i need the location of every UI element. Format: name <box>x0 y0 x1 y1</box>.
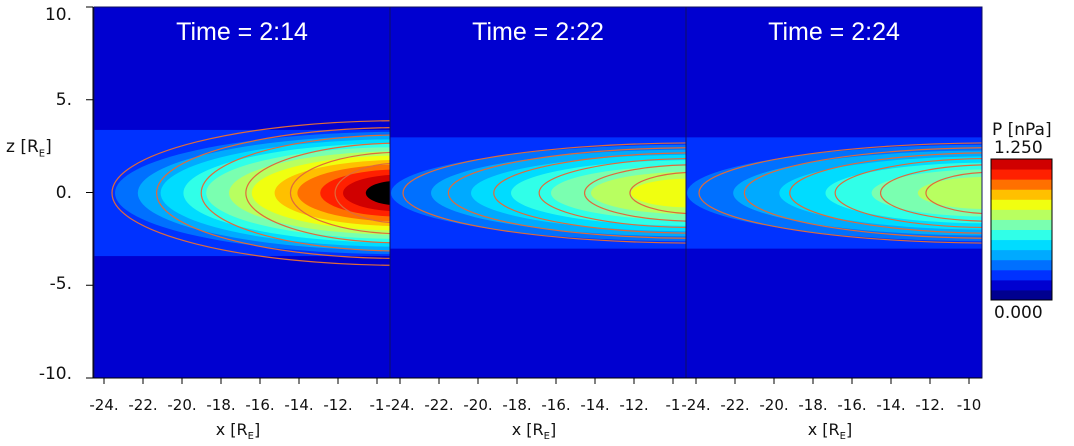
x-tick-label: -22. <box>128 396 157 414</box>
contour-line <box>245 142 390 244</box>
contour-line <box>789 152 982 234</box>
colorbar-segment <box>991 179 1052 190</box>
x-tick-label: -22. <box>720 396 749 414</box>
x-tick-label: -22. <box>424 396 453 414</box>
y-axis-label: z [RE] <box>6 137 52 160</box>
panel-title-1: Time = 2:14 <box>176 18 308 46</box>
contour-line <box>834 157 982 229</box>
x-tick-label: -1 <box>666 396 681 414</box>
contour-line <box>925 171 982 215</box>
panel-1 <box>93 6 391 379</box>
colorbar <box>990 158 1053 301</box>
colorbar-max-label: 1.250 <box>994 138 1043 158</box>
x-axis-label-3: x [RE] <box>807 420 853 443</box>
x-tick-label: -14. <box>876 396 905 414</box>
colorbar-segment <box>991 189 1052 200</box>
pressure-level <box>365 181 390 205</box>
colorbar-segment <box>991 289 1052 301</box>
panel-title-2: Time = 2:22 <box>472 18 604 46</box>
x-tick-label: -20. <box>759 396 788 414</box>
pressure-level <box>631 178 686 208</box>
colorbar-segment <box>991 259 1052 271</box>
x-tick-label: -12. <box>323 396 352 414</box>
x-tick-label: -1 <box>370 396 385 414</box>
contour-line <box>698 142 982 244</box>
x-tick-label: -24. <box>681 396 710 414</box>
contour-line <box>200 134 390 252</box>
colorbar-segment <box>991 239 1052 251</box>
y-tick-label: 5. <box>55 90 72 110</box>
contour-line <box>743 147 982 239</box>
x-tick-label: -24. <box>385 396 414 414</box>
contour-line <box>538 157 686 229</box>
x-tick-label: -18. <box>206 396 235 414</box>
colorbar-segment <box>991 199 1052 210</box>
contour-line <box>629 171 686 215</box>
y-tick-label: -10. <box>38 364 72 384</box>
colorbar-segment <box>991 159 1052 170</box>
x-tick-label: -10 <box>957 396 982 414</box>
x-axis-label-2: x [RE] <box>511 420 557 443</box>
contour-line <box>402 142 686 244</box>
x-axis-label-1: x [RE] <box>215 420 261 443</box>
colorbar-segment <box>991 209 1052 220</box>
colorbar-min-label: 0.000 <box>994 303 1043 323</box>
y-tick-label: 10. <box>44 5 72 25</box>
x-tick-label: -14. <box>580 396 609 414</box>
x-tick-label: -12. <box>619 396 648 414</box>
colorbar-frame <box>990 158 1053 301</box>
colorbar-title: P [nPa] <box>992 120 1052 140</box>
contour-line <box>111 120 390 266</box>
y-tick-label: -5. <box>49 274 72 294</box>
panel-2 <box>389 6 687 379</box>
colorbar-segment <box>991 249 1052 261</box>
contour-line <box>334 162 390 224</box>
x-tick-label: -14. <box>284 396 313 414</box>
x-tick-label: -18. <box>502 396 531 414</box>
x-tick-label: -24. <box>89 396 118 414</box>
axes: -24. -22. -20. -18. -16. -14. -12. -1 -24. -22. -2… <box>86 6 982 414</box>
x-tick-label: -18. <box>798 396 827 414</box>
panel-3 <box>685 6 983 379</box>
contour-line <box>583 164 686 222</box>
x-tick-label: -20. <box>167 396 196 414</box>
contour-line <box>879 164 982 222</box>
panel-title-3: Time = 2:24 <box>768 18 900 46</box>
colorbar-segment <box>991 169 1052 180</box>
x-tick-label: -16. <box>245 396 274 414</box>
x-tick-label: -20. <box>463 396 492 414</box>
x-tick-label: -16. <box>837 396 866 414</box>
pressure-level <box>917 176 982 210</box>
y-tick-label: 0. <box>55 183 72 203</box>
colorbar-segment <box>991 269 1052 281</box>
colorbar-segment <box>991 229 1052 241</box>
x-tick-label: -12. <box>915 396 944 414</box>
contour-line <box>156 127 390 259</box>
colorbar-segment <box>991 279 1052 291</box>
plot-panels <box>93 6 983 379</box>
contour-line <box>289 151 390 235</box>
x-tick-label: -16. <box>541 396 570 414</box>
contour-line <box>447 147 686 239</box>
contour-line <box>493 152 686 234</box>
colorbar-segment <box>991 219 1052 230</box>
